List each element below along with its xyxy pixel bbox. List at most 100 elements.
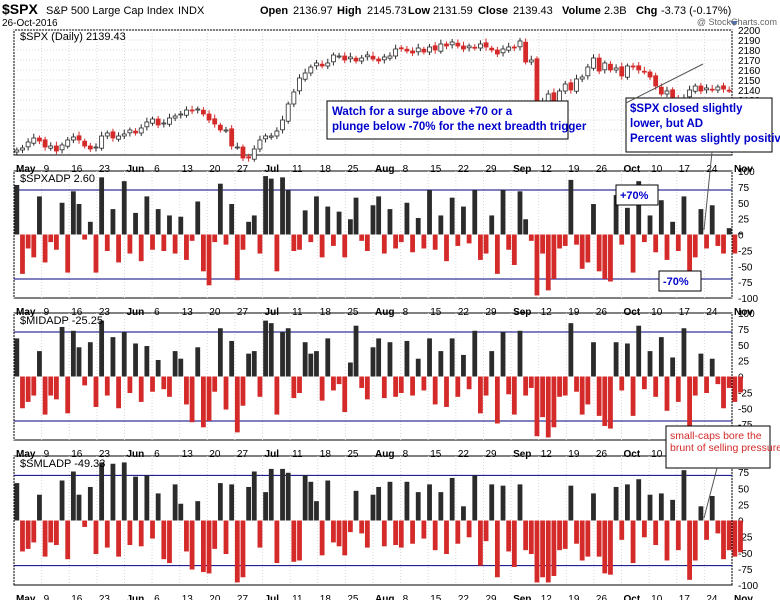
adp-bar [31, 234, 37, 258]
x-tick-label: 26 [596, 307, 608, 318]
smallcaps-pointer-line [703, 467, 718, 519]
adp-bar [200, 376, 206, 428]
adp-bar [251, 215, 257, 235]
x-tick-label: 16 [71, 307, 83, 318]
adp-bar [359, 234, 365, 241]
adp-bar [76, 494, 82, 521]
adp-bar [500, 190, 506, 235]
x-tick-label: 15 [430, 307, 442, 318]
candle-body [630, 65, 636, 68]
candle-body [172, 115, 178, 119]
adp-bar [364, 520, 370, 548]
x-tick-label: 29 [485, 164, 497, 175]
adp-bar [217, 483, 223, 521]
x-tick-label: Aug [375, 164, 394, 175]
adp-bar [319, 376, 325, 401]
adp-bar [393, 520, 399, 546]
x-tick-label: 20 [209, 594, 221, 600]
price-y-tick: 2170 [738, 56, 761, 67]
candle-body [398, 47, 404, 50]
adp-bar [178, 503, 184, 521]
adp-bar [534, 376, 540, 437]
adp-bar [579, 376, 585, 415]
adp-bar [551, 376, 557, 428]
candle-body [455, 42, 461, 47]
adp-bar [726, 376, 732, 388]
adp-bar [268, 178, 274, 235]
adp-bar [438, 215, 444, 235]
adp-y-tick: -25 [738, 533, 753, 544]
x-tick-label: 11 [292, 164, 303, 175]
adp-bar [432, 234, 438, 250]
adp-bar [591, 342, 596, 377]
adp-bar [444, 376, 449, 407]
candle-body [687, 89, 692, 98]
adp-bar [619, 520, 625, 540]
adp-bar [144, 196, 150, 235]
candle-body [104, 132, 110, 137]
adp-bar [613, 342, 619, 377]
candle-body [591, 57, 596, 69]
adp-bar [127, 234, 133, 254]
adp-bar [585, 234, 591, 263]
adp-bar [398, 234, 404, 243]
adp-bar [161, 376, 167, 390]
adp-bar [291, 234, 297, 252]
adp-bar [104, 234, 110, 252]
x-tick-label: 27 [237, 307, 249, 318]
candle-body [251, 148, 257, 160]
x-tick-label: 26 [596, 449, 608, 460]
candle-body [127, 129, 133, 134]
candle-body [342, 55, 348, 61]
candle-body [404, 48, 410, 52]
candle-body [195, 108, 201, 111]
adp-bar [681, 196, 687, 235]
price-y-tick: 2160 [738, 66, 761, 77]
adp-bar [687, 520, 692, 580]
adp-bar [14, 184, 20, 235]
adp-bar [528, 376, 534, 388]
adp-bar [393, 234, 399, 249]
candle-body [234, 146, 240, 149]
adp-bar [59, 480, 65, 521]
adp-bar [364, 376, 370, 400]
adp-bar [410, 234, 415, 253]
adp-bar [308, 234, 314, 243]
dropdown-arrow-icon[interactable] [730, 21, 738, 26]
adp-bar [545, 376, 551, 438]
adp-bar [483, 234, 489, 254]
x-tick-label: 10 [651, 594, 663, 600]
x-tick-label: 8 [403, 307, 409, 318]
adp-bar [138, 520, 144, 547]
adp-bar [585, 376, 591, 405]
adp-bar [302, 475, 308, 521]
adp-bar [178, 358, 184, 377]
candle-body [331, 54, 336, 63]
candle-body [167, 117, 172, 125]
adp-bar [25, 376, 31, 402]
candle-body [285, 103, 291, 122]
price-y-tick: 2140 [738, 86, 761, 97]
adp-bar [715, 520, 721, 534]
adp-bar [172, 234, 178, 254]
candle-body [562, 83, 568, 92]
adp-bar [31, 376, 37, 396]
adp-bar [48, 376, 54, 396]
x-tick-label: Jul [265, 164, 280, 175]
x-tick-label: 20 [209, 164, 221, 175]
adp-bar [223, 234, 229, 245]
adp-bar [37, 196, 42, 235]
adp-y-tick: -50 [738, 404, 753, 415]
adp-panel-title-2: $MIDADP -25.25 [20, 315, 103, 327]
adp-bar [444, 520, 449, 555]
adp-bar [87, 486, 93, 521]
adp-bar [297, 376, 302, 394]
adp-bar [116, 376, 121, 409]
adp-bar [613, 486, 619, 521]
adp-y-tick: -75 [738, 565, 753, 576]
adp-bar [167, 376, 172, 397]
adp-bar [110, 209, 116, 235]
adp-bar [517, 191, 523, 235]
adp-bar [285, 328, 291, 377]
